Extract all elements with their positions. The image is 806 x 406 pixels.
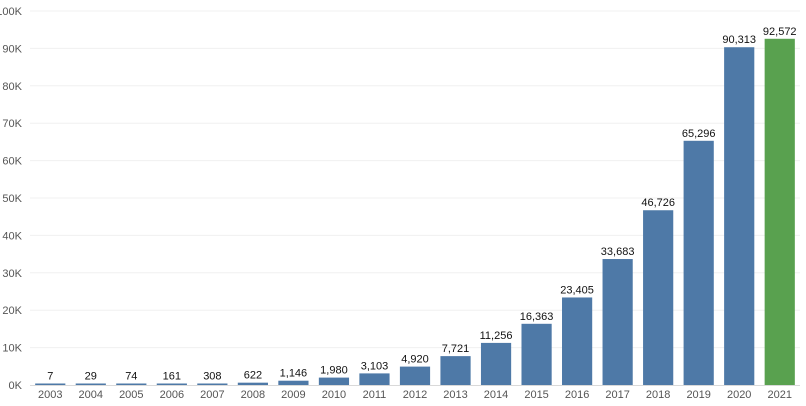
y-tick-label: 50K [2,193,22,205]
x-tick-label-2003: 2003 [38,389,62,401]
bar-2017 [602,259,633,385]
y-tick-label: 100K [0,6,23,18]
bar-2007 [197,383,228,385]
data-label-2012: 4,920 [401,354,429,366]
x-tick-label-2006: 2006 [160,389,184,401]
data-label-2013: 7,721 [442,343,470,355]
bar-2012 [399,366,431,385]
data-label-2019: 65,296 [682,128,716,140]
x-tick-label-2015: 2015 [524,389,548,401]
bar-2003 [35,383,66,385]
y-tick-label: 20K [2,305,22,317]
data-label-2005: 74 [125,371,137,383]
x-tick-label-2013: 2013 [443,389,467,401]
bar-2011 [359,373,390,385]
data-label-2016: 23,405 [560,284,594,296]
bar-2014 [480,342,512,385]
bar-2015 [521,323,552,385]
bar-2019 [683,140,714,385]
bar-2016 [562,297,593,385]
y-tick-label: 0K [9,380,23,392]
y-tick-label: 30K [2,268,22,280]
data-label-2014: 11,256 [480,330,513,342]
x-tick-label-2017: 2017 [605,389,629,401]
bar-2010 [318,377,350,385]
y-tick-label: 90K [2,43,22,55]
x-tick-label-2011: 2011 [363,389,387,401]
data-label-2010: 1,980 [320,365,348,377]
x-tick-label-2021: 2021 [767,389,791,401]
y-tick-label: 80K [2,81,22,93]
x-tick-label-2008: 2008 [241,389,265,401]
x-tick-label-2018: 2018 [646,389,670,401]
bar-2009 [278,380,309,385]
bar-2021 [764,38,795,385]
x-tick-label-2005: 2005 [119,389,143,401]
data-label-2009: 1,146 [280,368,308,380]
bar-2013 [440,356,471,385]
bar-2005 [116,383,147,385]
bar-2018 [643,210,674,385]
axis-layer: 0K 10K 20K 30K 40K 50K 60K 70K 80K 90K 100K 2003 200… [0,6,800,401]
data-label-2003: 7 [47,371,53,383]
x-tick-label-2014: 2014 [484,389,508,401]
x-tick-label-2004: 2004 [79,389,103,401]
data-label-2006: 161 [163,371,181,383]
y-tick-label: 60K [2,156,22,168]
x-tick-label-2007: 2007 [200,389,224,401]
grid-layer [30,10,800,349]
x-tick-label-2009: 2009 [281,389,305,401]
data-label-2004: 29 [85,371,97,383]
y-tick-label: 10K [2,343,22,355]
x-tick-label-2012: 2012 [403,389,427,401]
data-label-2018: 46,726 [641,197,675,209]
x-tick-label-2019: 2019 [686,389,710,401]
data-label-2011: 3,103 [361,360,389,372]
data-label-2008: 622 [244,370,262,382]
bar-2006 [156,383,187,385]
data-label-2017: 33,683 [601,246,635,258]
data-label-2021: 92,572 [763,26,797,38]
data-label-2007: 308 [203,371,221,383]
data-label-2015: 16,363 [520,311,554,323]
x-tick-label-2020: 2020 [727,389,751,401]
data-label-2020: 90,313 [722,34,756,46]
x-tick-label-2010: 2010 [322,389,346,401]
bar-layer [35,38,795,386]
bar-2008 [237,382,268,385]
bar-2004 [75,383,106,385]
label-layer: 7 29 74 161 308 622 1,146 1,980 3,103 4,920 7,721 1… [47,26,796,383]
y-tick-label: 40K [2,230,22,242]
y-tick-label: 70K [2,118,22,130]
x-tick-label-2016: 2016 [565,389,589,401]
bar-2020 [724,47,755,386]
